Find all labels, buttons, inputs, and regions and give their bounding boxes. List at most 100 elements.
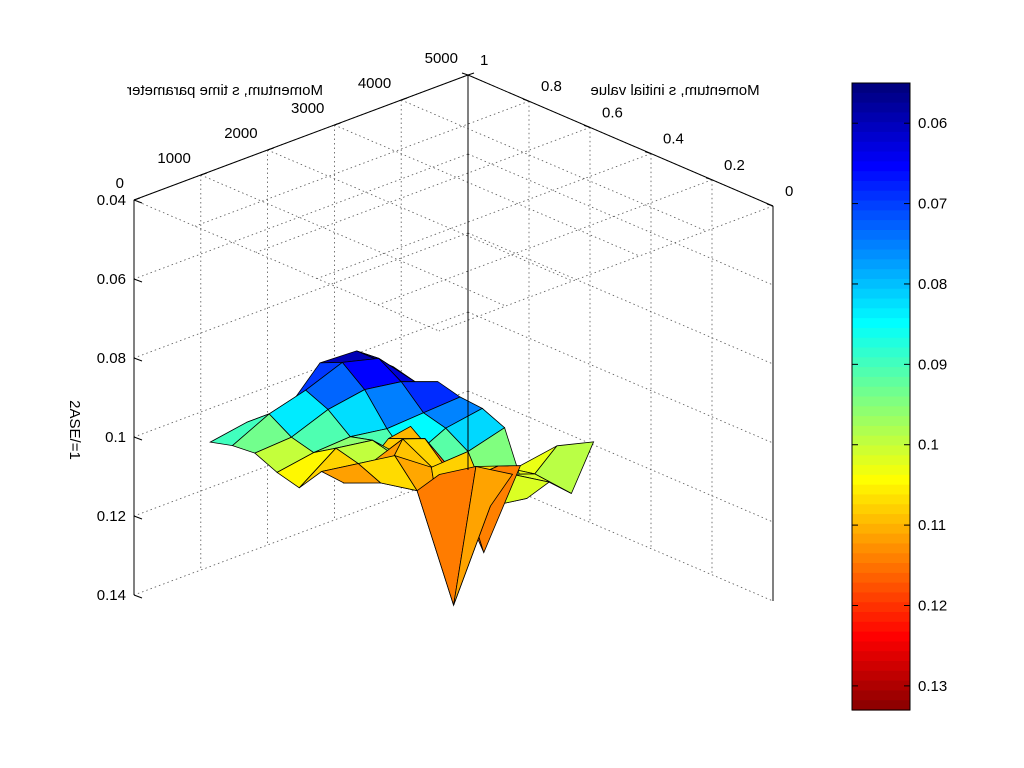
colorbar-swatch xyxy=(852,445,910,456)
colorbar-swatch xyxy=(852,592,910,603)
colorbar-swatch xyxy=(852,700,910,711)
x-tick-mark xyxy=(334,122,341,126)
gridline xyxy=(401,99,707,232)
colorbar-swatch xyxy=(852,141,910,153)
z-tick-mark xyxy=(133,278,143,283)
z-tick-label: 0.08 xyxy=(97,350,126,367)
y-tick-mark xyxy=(766,203,774,207)
x-tick-label: 0 xyxy=(116,175,124,192)
gridline xyxy=(467,232,774,365)
z-tick-mark xyxy=(133,199,143,204)
gridline xyxy=(133,199,440,332)
y-tick-label: 0.8 xyxy=(541,78,562,95)
colorbar-swatch xyxy=(852,210,910,221)
colorbar-swatch xyxy=(852,651,910,662)
colorbar-swatch xyxy=(852,533,910,545)
z-tick-label: 0.12 xyxy=(97,508,126,525)
y-axis-label: Momentum, s initial value xyxy=(590,82,759,99)
gridline xyxy=(133,153,469,280)
colorbar-swatch xyxy=(852,523,910,535)
gridline xyxy=(467,311,774,444)
x-tick-mark xyxy=(133,197,141,201)
colorbar-swatch xyxy=(852,200,910,211)
colorbar-tick-label: 0.1 xyxy=(918,437,939,454)
colorbar-tick-label: 0.12 xyxy=(918,598,947,615)
colorbar-swatch xyxy=(852,641,910,652)
colorbar-swatch xyxy=(852,504,910,515)
colorbar-swatch xyxy=(852,278,910,290)
colorbar-swatch xyxy=(852,151,910,162)
z-tick-label: 0.06 xyxy=(97,271,126,288)
colorbar-frame xyxy=(851,82,911,711)
colorbar-swatch xyxy=(852,298,910,309)
colorbar-swatch xyxy=(852,367,910,378)
gridline xyxy=(194,100,530,227)
colorbar-swatch xyxy=(852,661,910,672)
gridline xyxy=(133,311,469,438)
colorbar-tick-label: 0.07 xyxy=(918,196,947,213)
surface-face xyxy=(320,463,382,484)
z-tick-label: 0.14 xyxy=(97,587,126,604)
colorbar-swatch xyxy=(852,416,910,427)
colorbar-tick-label: 0.11 xyxy=(918,517,946,534)
z-tick-mark xyxy=(133,515,143,520)
colorbar-swatch xyxy=(852,631,910,643)
colorbar-swatch xyxy=(852,259,910,270)
surface-layer xyxy=(209,350,595,607)
colorbar-swatch xyxy=(852,161,910,172)
axis-layer: 0 1000 2000 3000 4000 5000 0 0.2 0.4 0.6 0.8 1 0.04 0… xyxy=(97,50,794,604)
x-tick-label: 5000 xyxy=(425,50,458,67)
colorbar-swatch xyxy=(852,612,910,623)
y-tick-label: 0.4 xyxy=(663,131,684,148)
colorbar-swatch xyxy=(852,621,910,633)
y-tick-label: 0 xyxy=(785,183,793,200)
colorbar-swatch xyxy=(852,122,910,133)
y-tick-mark xyxy=(644,151,652,155)
gridline xyxy=(255,127,591,253)
y-tick-label: 1 xyxy=(480,52,488,69)
y-tick-mark xyxy=(522,98,530,102)
x-tick-mark xyxy=(467,72,475,76)
colorbar-swatch xyxy=(852,680,910,692)
x-tick-label: 3000 xyxy=(291,100,324,117)
x-tick-mark xyxy=(401,97,408,101)
gridline xyxy=(316,153,652,279)
colorbar-swatch xyxy=(852,474,910,486)
y-tick-mark xyxy=(583,124,591,128)
z-tick-mark xyxy=(133,594,143,599)
gridline xyxy=(133,469,469,596)
colorbar-swatch xyxy=(852,92,910,104)
colorbar-swatch xyxy=(852,337,910,349)
colorbar-swatch xyxy=(852,131,910,143)
y-tick-mark xyxy=(461,72,469,76)
x-tick-label: 2000 xyxy=(224,125,257,142)
colorbar-tick-label: 0.13 xyxy=(918,678,947,695)
colorbar-swatch xyxy=(852,670,910,682)
colorbar-swatch xyxy=(852,308,910,319)
colorbar-swatch xyxy=(852,563,910,574)
colorbar-swatch xyxy=(852,239,910,251)
y-tick-label: 0.6 xyxy=(602,104,623,121)
gridline xyxy=(334,124,640,257)
colorbar-swatch xyxy=(852,180,910,192)
colorbar-tick-label: 0.06 xyxy=(918,115,947,132)
colorbar-swatch xyxy=(852,494,910,505)
z-axis-label: 2ASE/=1 xyxy=(66,400,83,460)
colorbar-swatch xyxy=(852,171,910,182)
colorbar-swatch xyxy=(852,514,910,525)
y-tick-label: 0.2 xyxy=(724,157,745,174)
colorbar-swatch xyxy=(852,327,910,339)
colorbar-swatch xyxy=(852,249,910,260)
colorbar-swatch xyxy=(852,425,910,437)
colorbar-swatch xyxy=(852,386,910,398)
colorbar-swatch xyxy=(852,102,910,113)
colorbar-swatch xyxy=(852,357,910,368)
z-tick-label: 0.04 xyxy=(97,192,126,209)
colorbar-swatch xyxy=(852,455,910,466)
x-tick-label: 4000 xyxy=(358,75,391,92)
gridline xyxy=(438,205,774,332)
gridline xyxy=(267,149,573,282)
x-tick-mark xyxy=(267,147,274,151)
colorbar-swatch xyxy=(852,690,910,701)
colorbar-swatch xyxy=(852,553,910,564)
